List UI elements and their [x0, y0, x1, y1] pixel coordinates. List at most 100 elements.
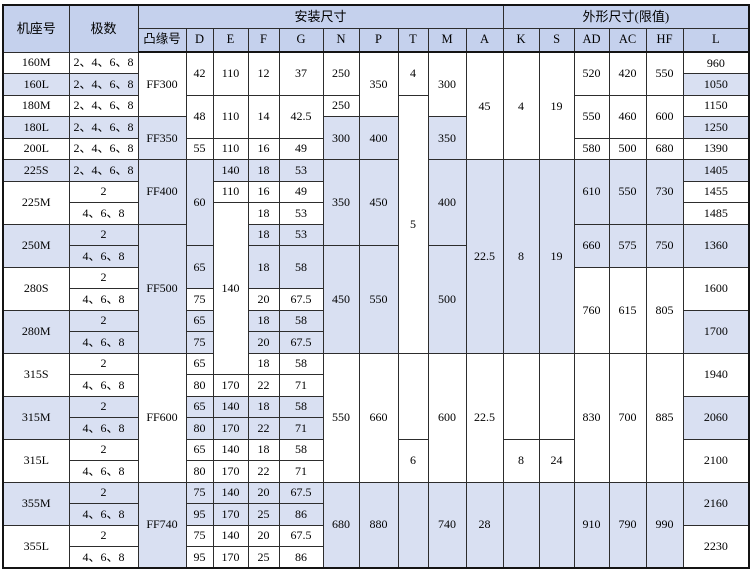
table-cell: 75	[185, 481, 214, 504]
table-cell: 1250	[682, 116, 750, 139]
table-cell: 250M	[2, 223, 70, 268]
table-row: 200L 2、4、6、8 55 110 16 49 580 500 680 1390	[2, 137, 750, 160]
table-cell: 880	[358, 481, 399, 569]
table-cell: 1150	[682, 94, 750, 117]
table-cell: 700	[608, 352, 647, 483]
table-cell: 180M	[2, 94, 70, 117]
table-cell: 18	[247, 245, 280, 289]
table-cell: 58	[278, 309, 324, 332]
table-cell: 4、6、8	[68, 202, 139, 225]
table-row: 315S 2 FF600 65 18 58 550 660 600 22.5 830 700 885 19…	[2, 352, 750, 483]
table-cell: 160L	[2, 73, 70, 96]
table-cell: 740	[427, 481, 467, 569]
table-cell: 615	[608, 266, 647, 354]
table-cell: 18	[247, 352, 280, 375]
table-cell: 450	[358, 159, 399, 246]
table-cell: 420	[608, 51, 647, 96]
table-cell: 12	[247, 51, 280, 96]
table-cell: 140	[212, 159, 249, 182]
table-cell: 4、6、8	[68, 417, 139, 440]
table-cell: 280S	[2, 266, 70, 311]
table-cell: 2	[68, 309, 139, 332]
table-cell: 140	[212, 202, 249, 375]
table-cell: 550	[645, 51, 684, 96]
table-cell: 550	[608, 159, 647, 225]
table-cell	[397, 352, 429, 440]
table-cell: 53	[278, 223, 324, 246]
table-cell: 18	[247, 395, 280, 418]
table-cell: 2	[68, 352, 139, 375]
table-cell: 300	[427, 51, 467, 117]
table-cell: 1050	[682, 73, 750, 96]
table-cell: 355L	[2, 524, 70, 569]
table-cell: 110	[212, 137, 249, 160]
table-cell: 95	[185, 546, 214, 569]
table-cell: 110	[212, 51, 249, 96]
table-cell: 67.5	[278, 524, 324, 547]
column-header: T	[397, 28, 429, 53]
table-row: 4、6、8 80 170 22 71	[3, 374, 749, 397]
table-cell: 300	[322, 116, 360, 160]
spec-table: 机座号 极数 安装尺寸 外形尺寸(限值) 凸缘号 D E F G N P T M A K S AD AC HF L 1…	[2, 4, 750, 569]
table-cell	[502, 481, 540, 569]
table-cell: 225S	[2, 159, 70, 182]
table-cell: 80	[185, 374, 214, 397]
table-cell: 610	[573, 159, 610, 225]
column-header: S	[538, 28, 575, 53]
header-group-row: 机座号 极数 安装尺寸 外形尺寸(限值)	[2, 4, 750, 53]
table-cell: 48	[185, 94, 214, 139]
table-cell: 65	[185, 309, 214, 332]
table-cell: 1455	[682, 180, 750, 203]
table-cell: 315S	[2, 352, 70, 397]
table-body: 160M 2、4、6、8 FF300 42 110 12 37 250 350 4 300 45 4 19…	[2, 51, 750, 569]
table-row: 4、6、8 80 170 22 71	[3, 460, 749, 483]
table-cell: 86	[278, 503, 324, 526]
table-row: 180M 2、4、6、8 48 110 14 42.5 250 5 550 460 600 1150	[2, 94, 750, 354]
column-header: P	[358, 28, 399, 53]
table-cell: 28	[465, 481, 504, 569]
table-cell: 4	[502, 51, 540, 160]
table-cell: 75	[185, 331, 214, 354]
table-cell: FF500	[137, 223, 187, 354]
table-cell: 22.5	[465, 352, 504, 483]
table-cell: 5	[397, 94, 429, 354]
table-cell: 280M	[2, 309, 70, 354]
column-header: E	[212, 28, 249, 53]
table-cell: 250	[322, 94, 360, 117]
table-cell: 4	[397, 51, 429, 96]
group-header: 机座号	[2, 4, 70, 53]
table-cell: 55	[185, 137, 214, 160]
table-cell: 22	[247, 460, 280, 483]
table-cell: 75	[185, 524, 214, 547]
table-cell: 2	[68, 180, 139, 203]
table-cell: 67.5	[278, 288, 324, 311]
table-cell: 2060	[682, 395, 750, 440]
table-row: 4、6、8 140 18 53 1485	[3, 202, 750, 375]
table-cell: 500	[427, 245, 467, 354]
table-cell: 2	[68, 481, 139, 504]
table-cell: 65	[185, 395, 214, 418]
table-cell: 400	[427, 159, 467, 246]
table-cell: 170	[212, 546, 249, 569]
table-cell: 37	[278, 51, 324, 96]
table-cell: 49	[278, 137, 324, 160]
table-cell: 24	[538, 438, 575, 483]
column-header: 凸缘号	[137, 28, 187, 53]
table-cell: 4、6、8	[68, 245, 139, 268]
table-cell	[538, 481, 575, 569]
column-header: AC	[608, 28, 647, 53]
column-header: N	[322, 28, 360, 53]
table-cell: 250	[322, 51, 360, 96]
table-cell: 1390	[682, 137, 750, 160]
table-cell: 18	[247, 438, 280, 461]
table-cell: 2	[68, 524, 139, 547]
table-cell: 49	[278, 180, 324, 203]
column-header: D	[185, 28, 214, 53]
table-cell: 45	[465, 51, 504, 160]
table-header: 机座号 极数 安装尺寸 外形尺寸(限值) 凸缘号 D E F G N P T M A K S AD AC HF L	[2, 4, 750, 53]
table-cell: 2、4、6、8	[68, 116, 139, 139]
table-cell: 65	[185, 352, 214, 375]
column-header: HF	[645, 28, 684, 53]
table-cell: 4、6、8	[68, 374, 139, 397]
